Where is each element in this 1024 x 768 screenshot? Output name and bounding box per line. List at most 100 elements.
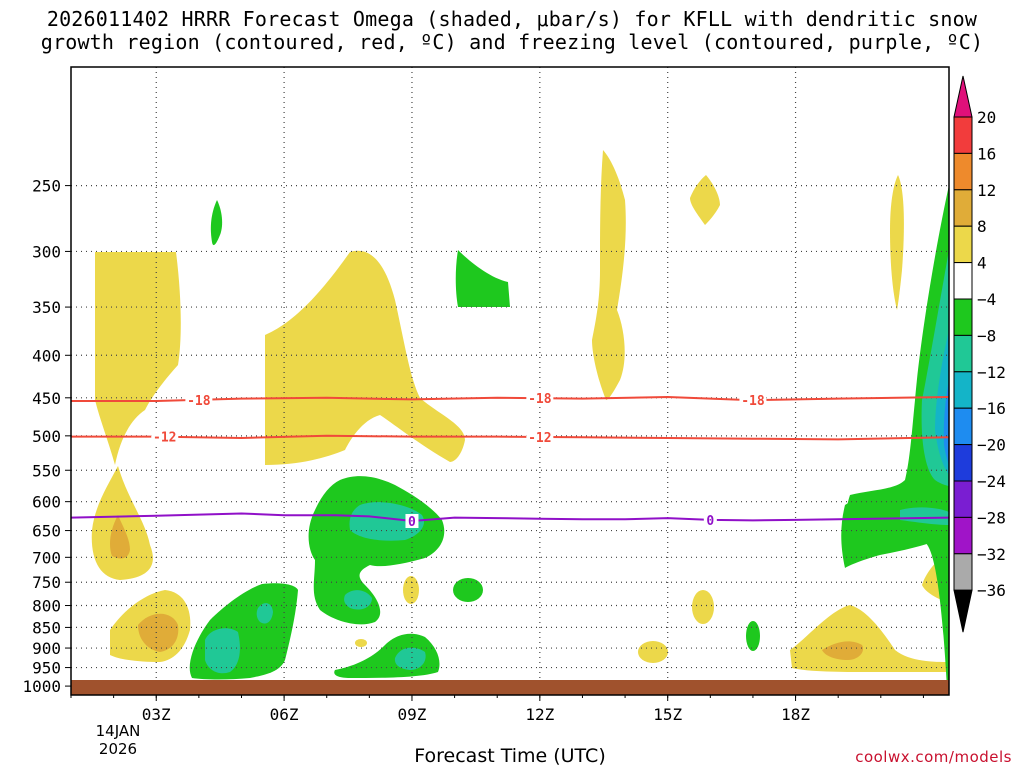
ytick-label-1000: 1000 (22, 677, 61, 696)
ytick-label-950: 950 (32, 659, 61, 678)
colorbar-label-0: 20 (977, 108, 996, 127)
shade-orange-right-low (822, 641, 864, 660)
shade-teal-09z-low (394, 647, 426, 670)
colorbar: 20 16 12 8 4 −4 −8 −12 −16 −20 −24 −28 −32 −36 (953, 75, 1006, 633)
shade-yellow-mid-upper (265, 250, 465, 465)
xtick-label-06Z: 06Z (270, 705, 299, 724)
contour-label-2-0: 0 (408, 515, 416, 530)
xtick-label-09Z: 09Z (398, 705, 427, 724)
colorbar-label-13: −36 (977, 581, 1006, 600)
colorbar-label-11: −28 (977, 508, 1006, 527)
y-axis-ticks: 250 300 350 400 450 500 550 600 650 700 750 800 850 9… (22, 177, 71, 696)
contour-label-1-0: -12 (153, 431, 176, 446)
contour-line-0 (71, 395, 950, 402)
colorbar-label-3: 8 (977, 217, 987, 236)
ytick-label-500: 500 (32, 427, 61, 446)
shade-green-small-2 (453, 578, 483, 602)
colorbar-label-4: 4 (977, 254, 987, 273)
contour-label-bg (739, 393, 767, 408)
shade-green-small-3 (746, 621, 760, 651)
title-line-2: growth region (contoured, red, ºC) and f… (40, 30, 984, 54)
shade-yellow-small-4 (355, 639, 367, 647)
xtick-label-12Z: 12Z (525, 705, 554, 724)
shade-teal-mid (349, 502, 425, 541)
x-axis-label: Forecast Time (UTC) (414, 745, 606, 767)
shade-green-small-1 (210, 200, 223, 246)
contour-lines: -18 -18 -18 -12 -12 0 0 (70, 391, 950, 530)
shade-yellow-19z-top (890, 175, 904, 310)
date-day-label: 14JAN (95, 722, 141, 740)
contour-label-0-2: -18 (741, 394, 765, 409)
ytick-label-300: 300 (32, 242, 61, 261)
shade-yellow-small-2 (638, 641, 668, 663)
colorbar-label-6: −8 (977, 326, 996, 345)
colorbar-band-1 (953, 152, 973, 191)
shade-yellow-15z-top (690, 175, 720, 225)
ytick-label-400: 400 (32, 346, 61, 365)
shade-blue-right (943, 380, 949, 465)
contour-label-bg (526, 391, 554, 406)
shade-green-10z-upper (455, 250, 510, 307)
plot-frame (70, 66, 950, 696)
omega-shading (91, 150, 949, 695)
colorbar-label-10: −24 (977, 472, 1006, 491)
contour-label-bg (405, 513, 419, 528)
shade-yellow-small-3 (692, 590, 714, 624)
shade-orange-left-mid (110, 515, 130, 559)
shade-orange-low-left (138, 613, 179, 652)
contour-label-bg (185, 392, 213, 407)
plot-background (71, 67, 949, 695)
ytick-label-600: 600 (32, 493, 61, 512)
ytick-label-800: 800 (32, 597, 61, 616)
colorbar-band-10 (953, 480, 973, 518)
contour-line-1 (71, 434, 950, 441)
contour-label-2-1: 0 (706, 514, 714, 529)
colorbar-band-6 (953, 334, 973, 373)
colorbar-band-8 (953, 407, 973, 446)
colorbar-label-9: −20 (977, 436, 1006, 455)
colorbar-label-7: −12 (977, 363, 1006, 382)
contour-label-0-0: -18 (187, 394, 211, 409)
shade-teal-lower-left-2 (256, 603, 273, 624)
colorbar-top-arrow (953, 75, 973, 118)
contour-label-bg (703, 512, 717, 527)
colorbar-label-1: 16 (977, 144, 996, 163)
ytick-label-350: 350 (32, 298, 61, 317)
colorbar-band-9 (953, 444, 973, 482)
colorbar-label-12: −32 (977, 545, 1006, 564)
shade-yellow-thin-13z (592, 150, 626, 400)
colorbar-label-5: −4 (977, 290, 996, 309)
ytick-label-450: 450 (32, 389, 61, 408)
ytick-label-700: 700 (32, 548, 61, 567)
ytick-label-750: 750 (32, 573, 61, 592)
shade-yellow-left-mid (91, 466, 153, 580)
shade-teal-right-low (900, 507, 949, 525)
shade-yellow-small-1 (403, 576, 419, 604)
colorbar-band-12 (953, 553, 973, 591)
colorbar-bottom-arrow (953, 589, 973, 633)
contour-label-bg (151, 429, 179, 444)
date-year-label: 2026 (98, 740, 138, 758)
ground-surface (71, 680, 949, 695)
contour-label-bg (526, 429, 554, 444)
colorbar-label-8: −16 (977, 399, 1006, 418)
xtick-label-15Z: 15Z (653, 705, 682, 724)
ytick-label-650: 650 (32, 522, 61, 541)
contour-label-0-1: -18 (528, 392, 552, 407)
ytick-label-900: 900 (32, 639, 61, 658)
contour-label-1-1: -12 (528, 431, 551, 446)
site-credit: coolwx.com/models (855, 748, 1012, 766)
ytick-label-850: 850 (32, 618, 61, 637)
colorbar-band-0 (953, 116, 973, 154)
ytick-label-250: 250 (32, 177, 61, 196)
colorbar-band-4 (953, 262, 973, 300)
colorbar-band-2 (953, 189, 973, 227)
ytick-label-550: 550 (32, 461, 61, 480)
shade-yellow-left-upper (95, 252, 181, 465)
xtick-label-03Z: 03Z (142, 705, 171, 724)
title-line-1: 2026011402 HRRR Forecast Omega (shaded, … (46, 7, 978, 31)
colorbar-label-2: 12 (977, 181, 996, 200)
colorbar-band-7 (953, 371, 973, 409)
chart-title: 2026011402 HRRR Forecast Omega (shaded, … (0, 8, 1024, 54)
